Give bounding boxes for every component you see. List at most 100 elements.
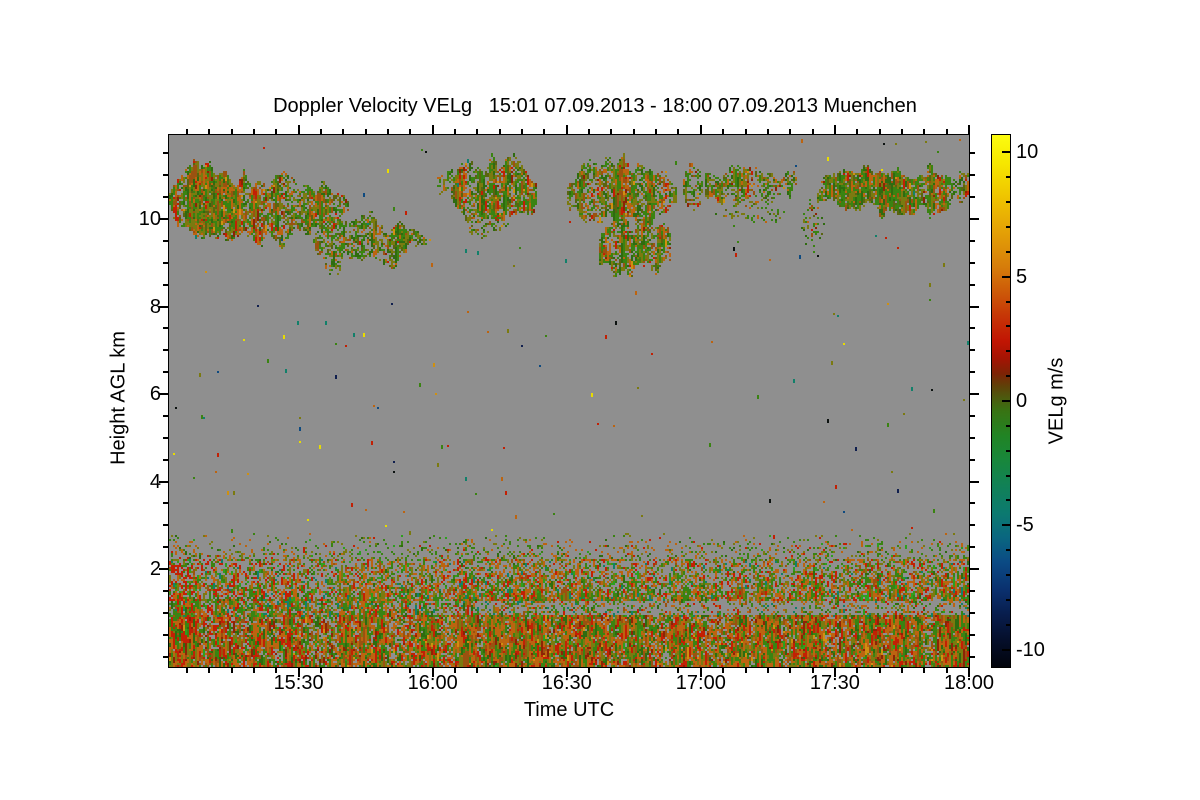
tick-mark <box>745 129 747 134</box>
tick-mark <box>812 668 814 673</box>
tick-mark <box>253 668 255 673</box>
tick-mark <box>342 129 344 134</box>
tick-mark <box>588 668 590 673</box>
tick-mark <box>970 546 975 548</box>
tick-mark <box>970 393 979 395</box>
tick-mark <box>186 129 188 134</box>
tick-mark <box>476 668 478 673</box>
colorbar-tick-mark <box>1006 350 1010 352</box>
tick-mark <box>722 668 724 673</box>
tick-mark <box>476 129 478 134</box>
tick-mark <box>543 129 545 134</box>
x-tick-label: 17:00 <box>675 672 726 694</box>
tick-mark <box>923 668 925 673</box>
colorbar-tick-mark <box>1006 226 1010 228</box>
tick-mark <box>700 668 702 677</box>
colorbar-tick-mark <box>1002 649 1010 651</box>
colorbar-tick-mark <box>1006 176 1010 178</box>
tick-mark <box>610 668 612 673</box>
tick-mark <box>970 240 975 242</box>
colorbar-tick-mark <box>1006 201 1010 203</box>
tick-mark <box>342 668 344 673</box>
chart-title: Doppler Velocity VELg 15:01 07.09.2013 -… <box>273 95 917 117</box>
tick-mark <box>970 502 975 504</box>
y-tick-label: 4 <box>149 470 161 493</box>
tick-mark <box>879 129 881 134</box>
tick-mark <box>901 668 903 673</box>
tick-mark <box>163 349 168 351</box>
tick-mark <box>163 634 168 636</box>
tick-mark <box>677 129 679 134</box>
tick-mark <box>159 306 168 308</box>
tick-mark <box>521 668 523 673</box>
tick-mark <box>789 668 791 673</box>
tick-mark <box>767 668 769 673</box>
x-tick-label: 16:30 <box>541 672 592 694</box>
colorbar-tick-mark <box>1006 499 1010 501</box>
tick-mark <box>970 284 975 286</box>
tick-mark <box>834 668 836 677</box>
tick-mark <box>968 668 970 677</box>
tick-mark <box>163 524 168 526</box>
tick-mark <box>159 218 168 220</box>
y-tick-label: 2 <box>149 558 161 581</box>
tick-mark <box>409 129 411 134</box>
tick-mark <box>231 129 233 134</box>
tick-mark <box>789 129 791 134</box>
x-tick-label: 16:00 <box>407 672 458 694</box>
tick-mark <box>856 129 858 134</box>
tick-mark <box>163 371 168 373</box>
colorbar-tick-mark <box>1002 151 1010 153</box>
tick-mark <box>970 612 975 614</box>
tick-mark <box>409 668 411 673</box>
tick-mark <box>365 668 367 673</box>
tick-mark <box>610 129 612 134</box>
colorbar-tick-mark <box>1006 251 1010 253</box>
colorbar-tick-label: -10 <box>1016 638 1045 661</box>
tick-mark <box>432 668 434 677</box>
tick-mark <box>655 668 657 673</box>
tick-mark <box>970 524 975 526</box>
tick-mark <box>970 415 975 417</box>
colorbar-tick-mark <box>1006 549 1010 551</box>
tick-mark <box>970 174 975 176</box>
colorbar-tick-mark <box>1006 375 1010 377</box>
x-tick-label: 15:30 <box>273 672 324 694</box>
tick-mark <box>970 262 975 264</box>
tick-mark <box>633 668 635 673</box>
tick-mark <box>677 668 679 673</box>
tick-mark <box>968 125 970 134</box>
tick-mark <box>970 196 975 198</box>
tick-mark <box>454 668 456 673</box>
tick-mark <box>275 668 277 673</box>
tick-mark <box>588 129 590 134</box>
tick-mark <box>186 668 188 673</box>
tick-mark <box>970 459 975 461</box>
tick-mark <box>163 284 168 286</box>
tick-mark <box>432 125 434 134</box>
colorbar-tick-mark <box>1006 450 1010 452</box>
tick-mark <box>208 129 210 134</box>
tick-mark <box>745 668 747 673</box>
tick-mark <box>163 459 168 461</box>
tick-mark <box>970 634 975 636</box>
colorbar-title: VELg m/s <box>1045 357 1068 445</box>
tick-mark <box>700 125 702 134</box>
tick-mark <box>879 668 881 673</box>
tick-mark <box>970 481 979 483</box>
tick-mark <box>163 327 168 329</box>
tick-mark <box>163 415 168 417</box>
tick-mark <box>163 437 168 439</box>
tick-mark <box>812 129 814 134</box>
tick-mark <box>970 306 979 308</box>
tick-mark <box>159 481 168 483</box>
tick-mark <box>856 668 858 673</box>
colorbar-tick-mark <box>1006 425 1010 427</box>
tick-mark <box>566 668 568 677</box>
tick-mark <box>566 125 568 134</box>
plot-area <box>168 134 970 668</box>
tick-mark <box>633 129 635 134</box>
tick-mark <box>834 125 836 134</box>
tick-mark <box>163 174 168 176</box>
tick-mark <box>163 546 168 548</box>
